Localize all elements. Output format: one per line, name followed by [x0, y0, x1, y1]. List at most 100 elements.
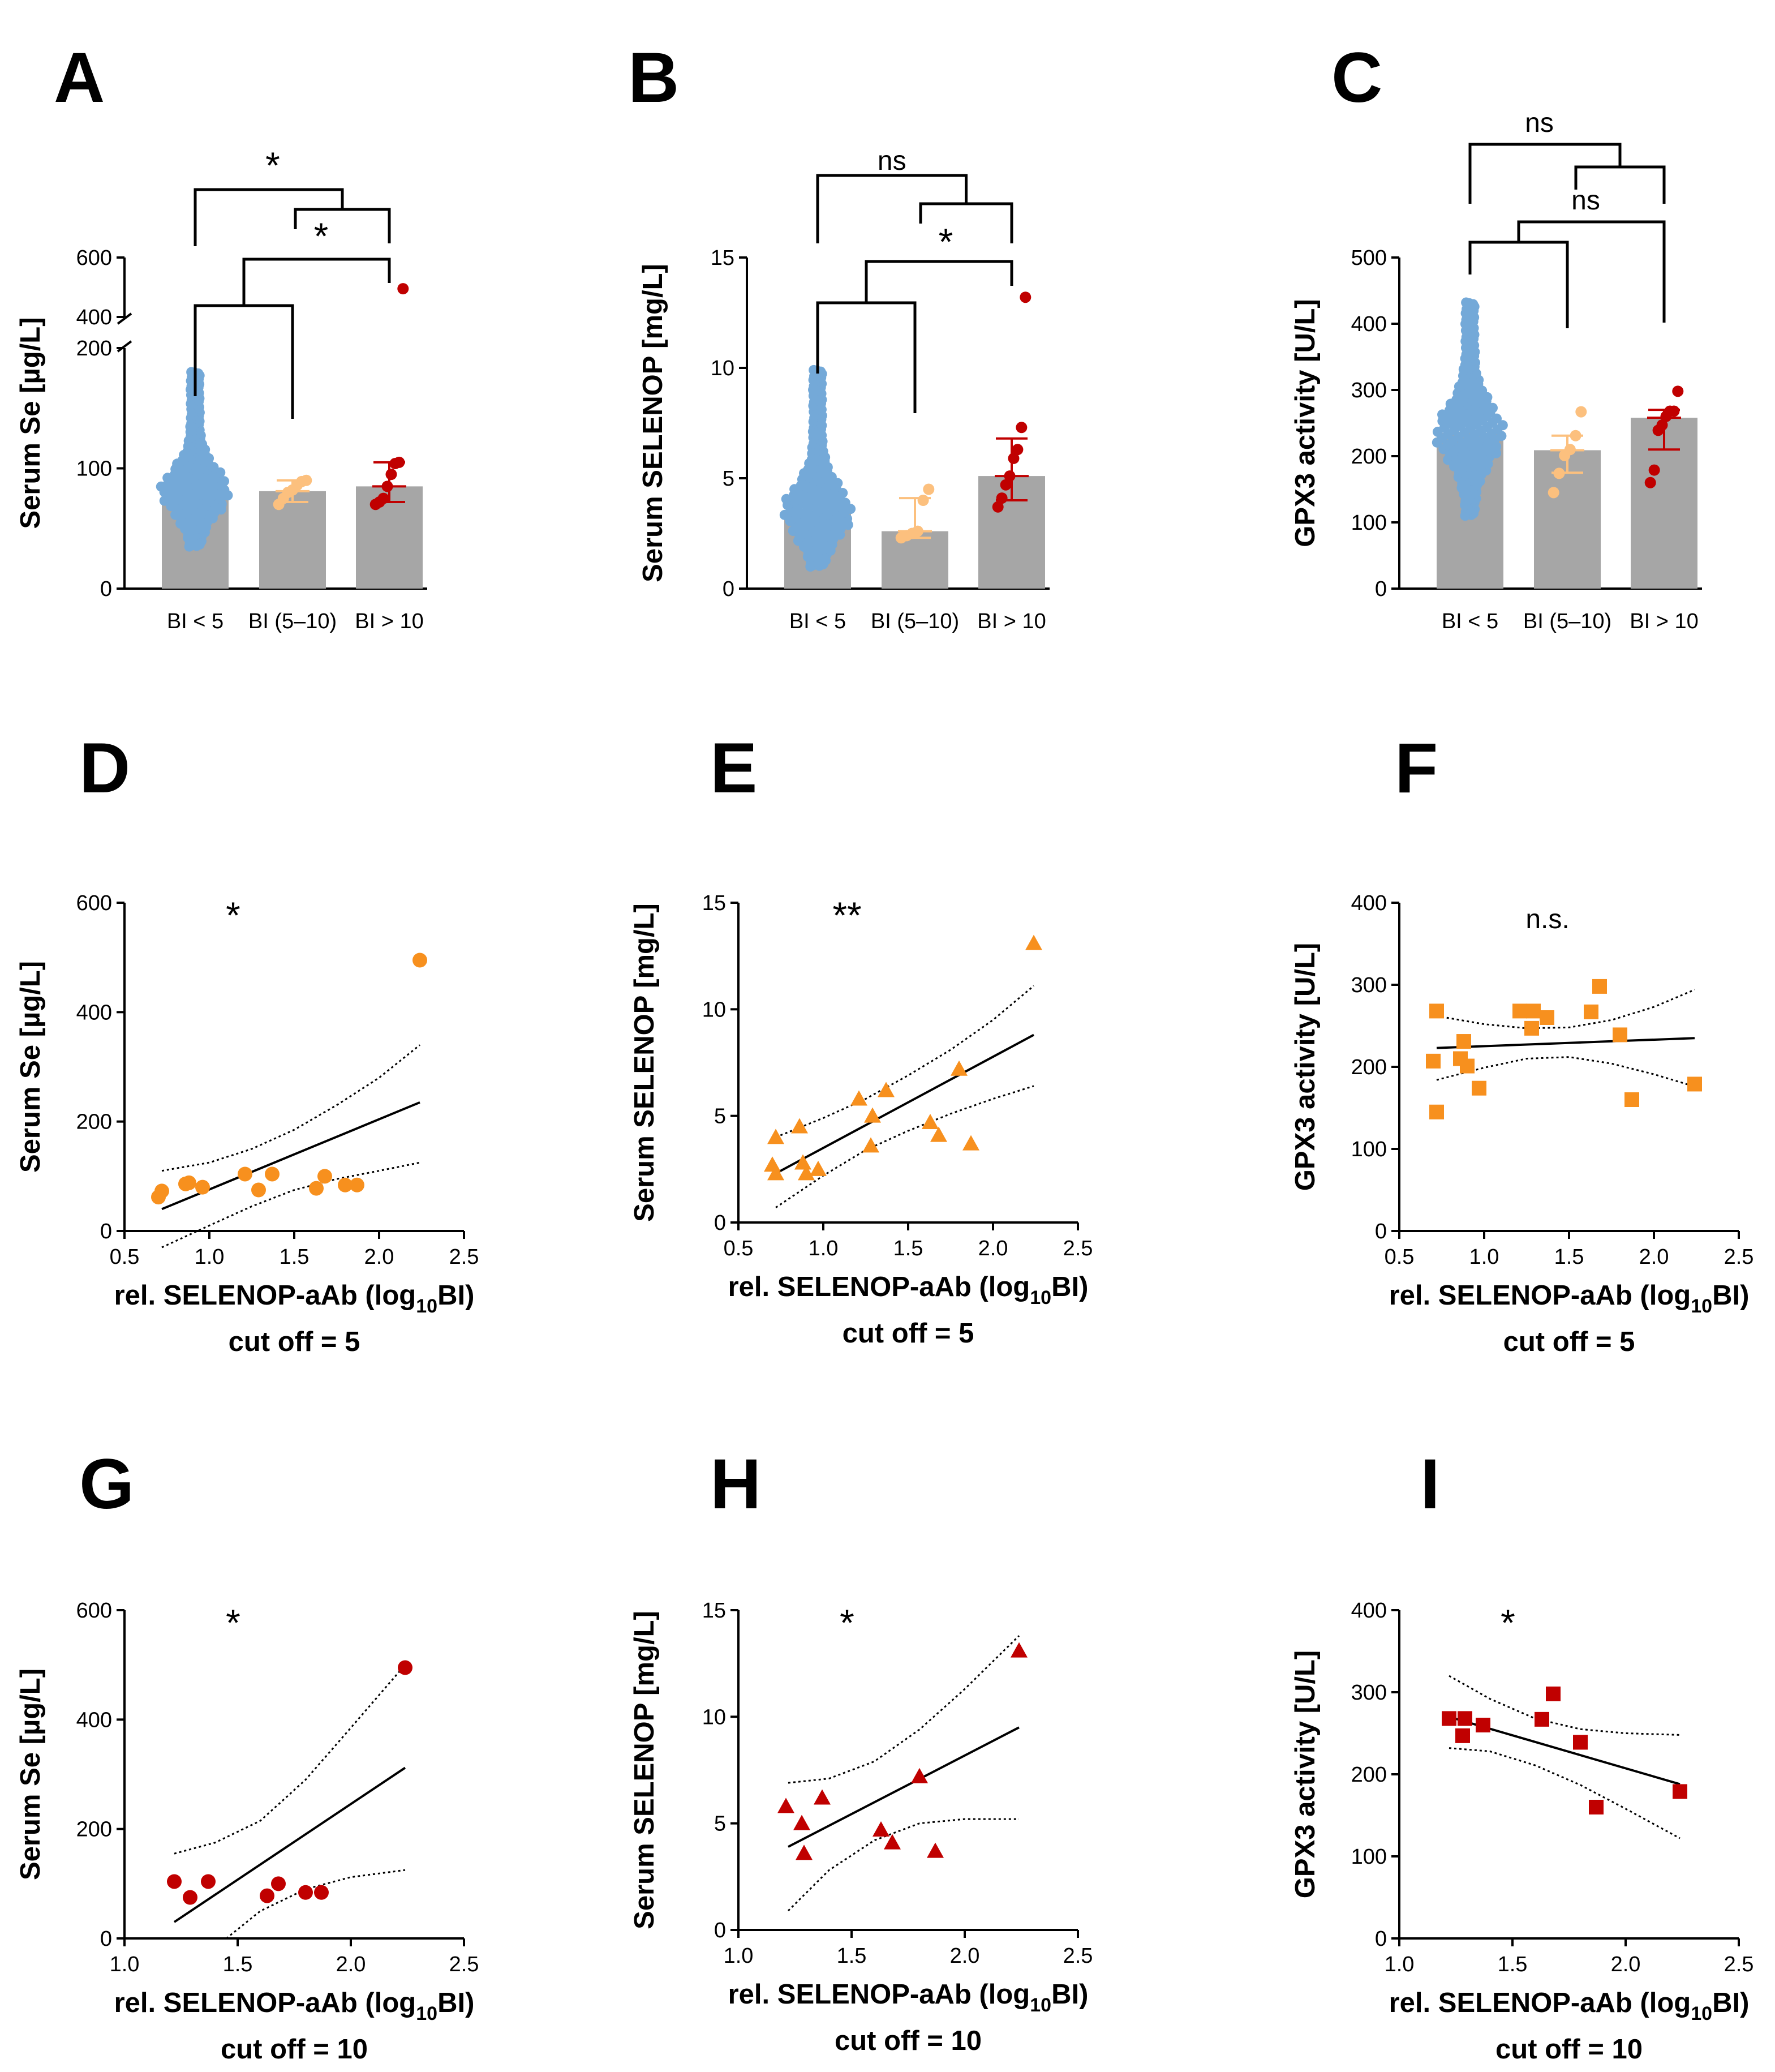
data-point: [167, 1874, 182, 1889]
data-point: [1673, 1784, 1687, 1799]
bar: [259, 491, 326, 589]
y-tick-label: 200: [76, 1818, 112, 1842]
data-point: [864, 1107, 881, 1123]
data-point: [798, 1165, 815, 1181]
x-tick-label: 1.5: [1554, 1245, 1584, 1269]
panel-label: D: [79, 729, 130, 808]
significance-label: ns: [1571, 186, 1600, 216]
confidence-band-upper: [788, 1635, 1020, 1784]
data-point: [298, 1885, 313, 1900]
x-axis-title-part: rel. SELENOP-aAb (log: [728, 1979, 1030, 2010]
significance-label: n.s.: [1525, 904, 1569, 934]
data-point: [1429, 1003, 1444, 1019]
y-tick-label: 15: [702, 891, 726, 915]
y-tick-label: 400: [1351, 891, 1387, 915]
y-tick-label: 0: [1375, 1220, 1387, 1243]
data-point: [884, 1834, 901, 1850]
cutoff-label: cut off = 5: [843, 1318, 974, 1349]
data-point: [1016, 422, 1028, 434]
x-tick-label: 2.0: [1639, 1245, 1669, 1269]
data-point: [1548, 487, 1559, 499]
data-point: [992, 501, 1004, 513]
data-point: [951, 1060, 968, 1076]
x-tick-label: 1.5: [893, 1237, 923, 1260]
y-tick-label: 100: [1351, 1138, 1387, 1161]
y-tick-label: 10: [702, 1705, 726, 1729]
panel-g: G 0 200 400 600 1.0 1.5 2.0 2.5 Serum Se [µg/L] re…: [15, 1445, 479, 2065]
y-tick-label: 100: [76, 457, 112, 481]
data-point: [1456, 1034, 1471, 1049]
panel-label: A: [54, 38, 105, 117]
y-tick-label: 200: [1351, 1763, 1387, 1787]
x-tick-label: 2.5: [1063, 1944, 1093, 1968]
x-tick-label: 0.5: [724, 1237, 754, 1260]
data-point: [1512, 1003, 1527, 1019]
x-tick-label: 1.0: [110, 1953, 140, 1976]
y-tick-label: 100: [1351, 1845, 1387, 1869]
data-point: [1472, 1080, 1486, 1096]
data-point: [398, 1660, 412, 1675]
x-axis-title: rel. SELENOP-aAb (log10BI): [728, 1272, 1089, 1309]
x-tick-label: 2.0: [950, 1944, 980, 1968]
data-point-low: [837, 488, 848, 499]
data-point: [338, 1177, 353, 1192]
significance-label: ns: [1525, 108, 1554, 138]
x-tick-label: BI < 5: [789, 610, 846, 633]
data-point: [794, 1154, 811, 1170]
data-point: [1526, 1003, 1541, 1019]
data-point: [777, 1798, 794, 1813]
data-point: [238, 1166, 252, 1182]
significance-label: *: [265, 144, 280, 186]
x-axis-title-part: BI): [437, 1988, 474, 2018]
data-point: [271, 1876, 286, 1891]
confidence-band-upper: [775, 985, 1034, 1138]
x-axis-title-part: rel. SELENOP-aAb (log: [114, 1280, 416, 1311]
x-axis-title-subscript: 10: [1030, 1287, 1051, 1309]
y-tick-label: 5: [723, 467, 734, 491]
regression-line: [173, 1766, 406, 1923]
data-point: [1460, 1058, 1475, 1074]
x-tick-label: BI > 10: [977, 610, 1046, 633]
data-point: [385, 469, 397, 481]
x-tick-label: 2.0: [336, 1953, 366, 1976]
confidence-band-lower: [226, 1869, 406, 1940]
significance-label: *: [226, 894, 240, 936]
significance-bracket: [816, 301, 917, 413]
x-axis-title-part: BI): [1712, 1280, 1749, 1311]
y-tick-label: 200: [76, 1110, 112, 1134]
panel-label: I: [1420, 1445, 1440, 1524]
data-point: [862, 1137, 879, 1153]
y-tick-label: 200: [1351, 445, 1387, 469]
y-axis-title: Serum Se [µg/L]: [15, 961, 46, 1173]
data-point: [1011, 1642, 1028, 1658]
y-axis-title: Serum SELENOP [mg/L]: [629, 1611, 660, 1929]
x-tick-label: 2.0: [364, 1245, 394, 1269]
significance-bracket: [294, 208, 391, 243]
data-point: [1458, 1711, 1472, 1726]
data-point: [1455, 1728, 1470, 1743]
data-point: [1648, 464, 1660, 476]
data-point: [154, 1183, 169, 1199]
data-point: [767, 1165, 784, 1181]
panel-d: D 0 200 400 600 0.5 1.0 1.5 2.0 2.5 Serum Se [µg/L…: [15, 729, 479, 1357]
y-axis-title: Serum SELENOP [mg/L]: [638, 264, 668, 582]
data-point: [810, 1160, 827, 1176]
x-axis-title-part: BI): [1712, 1988, 1749, 2018]
y-tick-label: 0: [100, 1220, 112, 1243]
data-point: [182, 1175, 196, 1190]
data-point-low: [781, 494, 792, 504]
x-tick-label: 1.0: [809, 1237, 839, 1260]
x-tick-label: 2.5: [1724, 1953, 1754, 1976]
data-point: [791, 1118, 808, 1134]
data-point: [767, 1129, 784, 1144]
significance-label: **: [832, 894, 861, 936]
y-axis-title: Serum Se [µg/L]: [15, 1668, 46, 1880]
data-point: [201, 1874, 216, 1889]
panel-label: G: [79, 1445, 134, 1524]
cutoff-label: cut off = 10: [1495, 2034, 1643, 2065]
x-tick-label: BI (5–10): [248, 610, 337, 633]
data-point: [412, 953, 427, 968]
data-point: [1429, 1104, 1444, 1119]
data-point: [1524, 1020, 1539, 1036]
